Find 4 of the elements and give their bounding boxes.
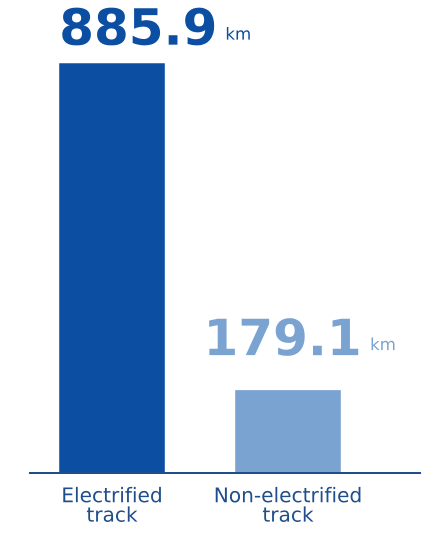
data-label: 885.9 km xyxy=(62,8,250,46)
data-label: 179.1 km xyxy=(209,318,394,356)
x-tick-label: Electrified track xyxy=(63,486,161,522)
x-tick-label: Non-electrified track xyxy=(216,486,360,522)
